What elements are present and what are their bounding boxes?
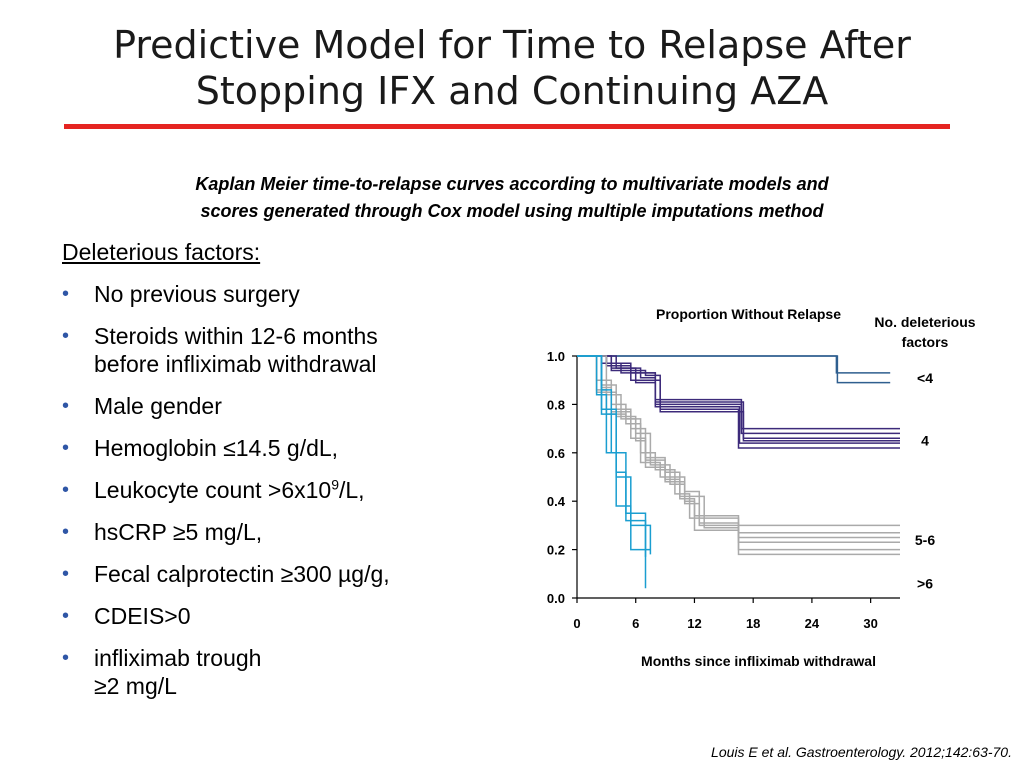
factor-superscript: 9 bbox=[331, 476, 339, 493]
group-label: 5-6 bbox=[915, 532, 935, 548]
factor-text: infliximab trough bbox=[94, 645, 262, 671]
factor-item: Male gender bbox=[62, 392, 522, 420]
factor-text: Male gender bbox=[94, 393, 222, 419]
km-curve bbox=[577, 355, 900, 527]
legend-title-line: No. deleterious bbox=[874, 314, 975, 330]
title-line-2: Stopping IFX and Continuing AZA bbox=[195, 69, 829, 113]
y-tick-label: 0.0 bbox=[547, 591, 565, 606]
group-label: >6 bbox=[917, 575, 933, 591]
km-curve bbox=[577, 355, 900, 544]
km-curve bbox=[577, 355, 647, 589]
factor-text: No previous surgery bbox=[94, 281, 300, 307]
km-curve bbox=[577, 355, 891, 384]
x-tick-label: 24 bbox=[805, 616, 820, 631]
citation: Louis E et al. Gastroenterology. 2012;14… bbox=[711, 744, 1012, 760]
factor-text: Leukocyte count >6x10 bbox=[94, 477, 332, 503]
factor-item: CDEIS>0 bbox=[62, 602, 522, 630]
title-line-1: Predictive Model for Time to Relapse Aft… bbox=[113, 23, 911, 67]
x-tick-label: 12 bbox=[687, 616, 701, 631]
kaplan-meier-chart: Proportion Without Relapse No. deleteriou… bbox=[547, 306, 976, 669]
km-curve bbox=[577, 355, 900, 534]
y-tick-label: 0.2 bbox=[547, 543, 565, 558]
factor-item: Fecal calprotectin ≥300 µg/g, bbox=[62, 560, 522, 588]
factor-text-continued: before infliximab withdrawal bbox=[94, 351, 377, 377]
factor-text-suffix: /L, bbox=[339, 477, 365, 503]
x-tick-label: 6 bbox=[632, 616, 639, 631]
factor-text: Steroids within 12-6 months bbox=[94, 323, 378, 349]
title-underline-rule bbox=[64, 124, 950, 129]
slide-title: Predictive Model for Time to Relapse Aft… bbox=[60, 22, 964, 114]
km-curve bbox=[577, 355, 900, 551]
km-curve bbox=[577, 355, 652, 555]
legend-title-line: factors bbox=[902, 334, 949, 350]
factor-text-continued: ≥2 mg/L bbox=[94, 673, 177, 699]
x-tick-label: 30 bbox=[863, 616, 877, 631]
km-curve bbox=[577, 355, 900, 440]
deleterious-factors-panel: Deleterious factors: No previous surgery… bbox=[62, 238, 522, 714]
chart-subtitle: Kaplan Meier time-to-relapse curves acco… bbox=[60, 171, 964, 225]
factor-item: Leukocyte count >6x109/L, bbox=[62, 476, 522, 504]
y-tick-label: 0.4 bbox=[547, 494, 566, 509]
factor-item: Hemoglobin ≤14.5 g/dL, bbox=[62, 434, 522, 462]
y-tick-label: 0.6 bbox=[547, 446, 565, 461]
group-label: 4 bbox=[921, 433, 929, 449]
y-tick-label: 0.8 bbox=[547, 397, 565, 412]
factor-item: infliximab trough ≥2 mg/L bbox=[62, 644, 522, 700]
factor-item: hsCRP ≥5 mg/L, bbox=[62, 518, 522, 546]
y-tick-label: 1.0 bbox=[547, 349, 565, 364]
factor-text: Fecal calprotectin ≥300 µg/g, bbox=[94, 561, 390, 587]
subtitle-line-1: Kaplan Meier time-to-relapse curves acco… bbox=[195, 174, 829, 194]
factor-item: Steroids within 12-6 months before infli… bbox=[62, 322, 522, 378]
factor-text: hsCRP ≥5 mg/L, bbox=[94, 519, 263, 545]
factors-heading: Deleterious factors: bbox=[62, 239, 261, 265]
km-curve bbox=[577, 355, 900, 449]
factor-item: No previous surgery bbox=[62, 280, 522, 308]
x-tick-label: 0 bbox=[573, 616, 580, 631]
x-axis-label: Months since infliximab withdrawal bbox=[641, 653, 876, 669]
group-label: <4 bbox=[917, 370, 933, 386]
x-tick-label: 18 bbox=[746, 616, 760, 631]
factor-text: CDEIS>0 bbox=[94, 603, 191, 629]
factor-text: Hemoglobin ≤14.5 g/dL, bbox=[94, 435, 339, 461]
subtitle-line-2: scores generated through Cox model using… bbox=[200, 201, 824, 221]
chart-title: Proportion Without Relapse bbox=[656, 306, 841, 322]
factor-list: No previous surgery Steroids within 12-6… bbox=[62, 280, 522, 700]
km-curve bbox=[577, 355, 900, 556]
